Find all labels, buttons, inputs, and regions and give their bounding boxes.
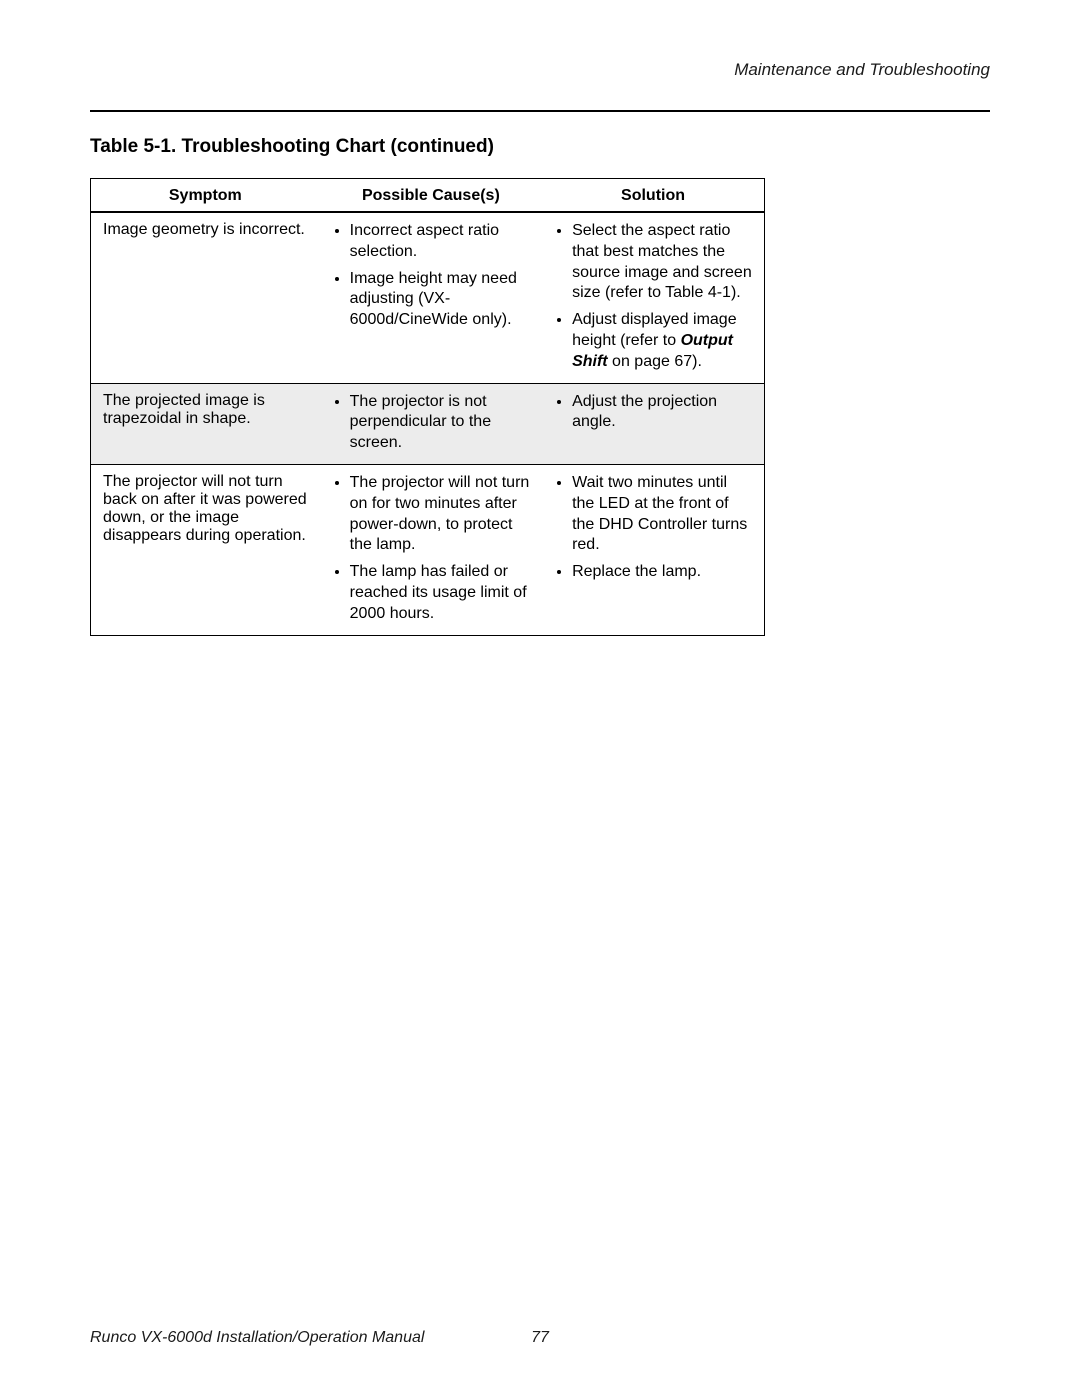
table-title: Table 5-1. Troubleshooting Chart (contin… bbox=[90, 136, 990, 158]
page-footer: Runco VX-6000d Installation/Operation Ma… bbox=[90, 1329, 990, 1347]
solution-item: Select the aspect ratio that best matche… bbox=[572, 221, 752, 304]
table-row: The projector will not turn back on afte… bbox=[91, 464, 765, 635]
solution-cell: Adjust the projection angle. bbox=[542, 383, 764, 464]
cause-item: The projector will not turn on for two m… bbox=[350, 473, 530, 556]
solution-item: Replace the lamp. bbox=[572, 562, 752, 583]
column-header-cause: Possible Cause(s) bbox=[320, 179, 542, 213]
cause-item: Incorrect aspect ratio selection. bbox=[350, 221, 530, 263]
footer-manual-title: Runco VX-6000d Installation/Operation Ma… bbox=[90, 1329, 424, 1346]
footer-page-number: 77 bbox=[531, 1329, 549, 1347]
cause-item: The lamp has failed or reached its usage… bbox=[350, 562, 530, 624]
table-row: Image geometry is incorrect.Incorrect as… bbox=[91, 212, 765, 383]
cause-item: The projector is not perpendicular to th… bbox=[350, 392, 530, 454]
table-row: The projected image is trapezoidal in sh… bbox=[91, 383, 765, 464]
column-header-symptom: Symptom bbox=[91, 179, 320, 213]
cause-cell: Incorrect aspect ratio selection. Image h… bbox=[320, 212, 542, 383]
solution-item: Adjust displayed image height (refer to … bbox=[572, 310, 752, 372]
cause-item: Image height may need adjusting (VX-6000… bbox=[350, 269, 530, 331]
solution-cell: Select the aspect ratio that best matche… bbox=[542, 212, 764, 383]
symptom-cell: The projected image is trapezoidal in sh… bbox=[91, 383, 320, 464]
column-header-solution: Solution bbox=[542, 179, 764, 213]
symptom-cell: The projector will not turn back on afte… bbox=[91, 464, 320, 635]
solution-cell: Wait two minutes until the LED at the fr… bbox=[542, 464, 764, 635]
page-section-header: Maintenance and Troubleshooting bbox=[90, 60, 990, 80]
symptom-cell: Image geometry is incorrect. bbox=[91, 212, 320, 383]
solution-item: Adjust the projection angle. bbox=[572, 392, 752, 434]
solution-item: Wait two minutes until the LED at the fr… bbox=[572, 473, 752, 556]
cause-cell: The projector will not turn on for two m… bbox=[320, 464, 542, 635]
troubleshooting-table: Symptom Possible Cause(s) Solution Image… bbox=[90, 178, 765, 636]
header-rule bbox=[90, 110, 990, 112]
cause-cell: The projector is not perpendicular to th… bbox=[320, 383, 542, 464]
